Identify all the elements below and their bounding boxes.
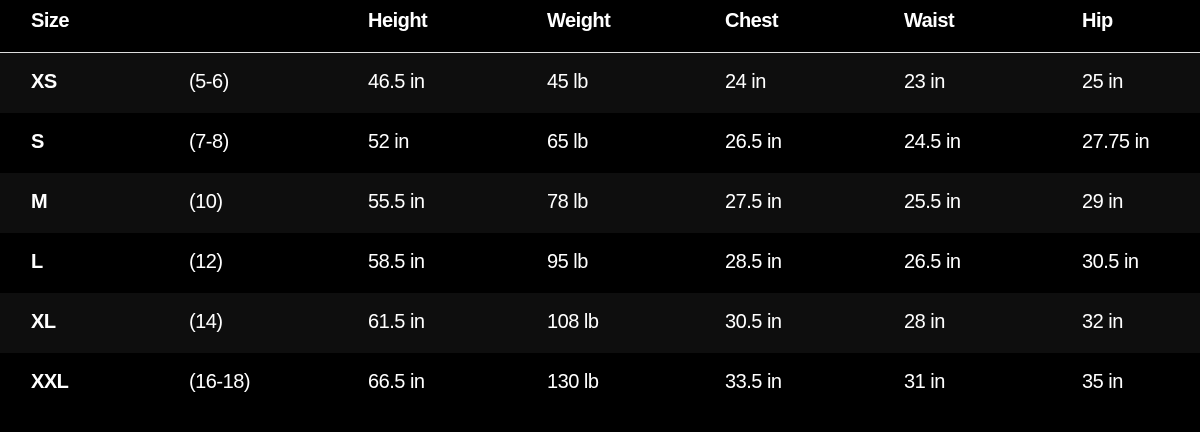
cell-age: (16-18) (189, 371, 250, 393)
table-row: L (12) 58.5 in 95 lb 28.5 in 26.5 in 30.5 in (0, 233, 1200, 293)
cell-height: 46.5 in (368, 52, 547, 113)
table-row: XS (5-6) 46.5 in 45 lb 24 in 23 in 25 in (0, 52, 1200, 113)
cell-hip: 29 in (1082, 172, 1200, 233)
cell-chest: 28.5 in (725, 251, 782, 273)
table-row: M (10) 55.5 in 78 lb 27.5 in 25.5 in 29 in (0, 172, 1200, 233)
cell-age: (7-8) (189, 131, 229, 153)
cell-weight: 45 lb (547, 52, 725, 113)
cell-hip: 30.5 in (1082, 251, 1139, 273)
cell-chest: 27.5 in (725, 172, 904, 233)
cell-hip: 27.75 in (1082, 131, 1150, 153)
cell-waist: 28 in (904, 292, 1082, 353)
cell-height: 52 in (368, 131, 409, 153)
table-row: XL (14) 61.5 in 108 lb 30.5 in 28 in 32 in (0, 292, 1200, 353)
cell-weight: 95 lb (547, 251, 588, 273)
cell-size: M (0, 172, 189, 233)
cell-height: 66.5 in (368, 371, 425, 393)
cell-height: 61.5 in (368, 292, 547, 353)
cell-size: XXL (31, 371, 69, 393)
header-row: Size Height Weight Chest Waist Hip (0, 0, 1200, 53)
header-chest: Chest (725, 0, 904, 53)
cell-chest: 33.5 in (725, 371, 782, 393)
header-size: Size (0, 0, 189, 53)
cell-weight: 108 lb (547, 292, 725, 353)
cell-height: 55.5 in (368, 172, 547, 233)
cell-waist: 24.5 in (904, 131, 961, 153)
cell-hip: 35 in (1082, 371, 1123, 393)
cell-waist: 26.5 in (904, 251, 961, 273)
cell-waist: 31 in (904, 371, 945, 393)
cell-age: (12) (189, 251, 223, 273)
cell-size: S (31, 131, 44, 153)
cell-age: (10) (189, 172, 368, 233)
size-chart-table: Size Height Weight Chest Waist Hip XS (5-6) 46.… (0, 0, 1200, 413)
cell-weight: 130 lb (547, 371, 599, 393)
cell-size: XS (0, 52, 189, 113)
table-row: XXL (16-18) 66.5 in 130 lb 33.5 in 31 in 35 in (0, 353, 1200, 413)
cell-height: 58.5 in (368, 251, 425, 273)
cell-chest: 30.5 in (725, 292, 904, 353)
cell-age: (14) (189, 292, 368, 353)
table-row: S (7-8) 52 in 65 lb 26.5 in 24.5 in 27.75 in (0, 113, 1200, 173)
header-height: Height (368, 0, 547, 53)
header-hip: Hip (1082, 0, 1200, 53)
header-weight: Weight (547, 0, 725, 53)
cell-weight: 78 lb (547, 172, 725, 233)
cell-waist: 25.5 in (904, 172, 1082, 233)
cell-chest: 26.5 in (725, 131, 782, 153)
cell-chest: 24 in (725, 52, 904, 113)
cell-weight: 65 lb (547, 131, 588, 153)
cell-size: XL (0, 292, 189, 353)
cell-hip: 25 in (1082, 52, 1200, 113)
header-age (189, 0, 368, 53)
header-waist: Waist (904, 0, 1082, 53)
cell-hip: 32 in (1082, 292, 1200, 353)
cell-waist: 23 in (904, 52, 1082, 113)
cell-age: (5-6) (189, 52, 368, 113)
cell-size: L (31, 251, 43, 273)
